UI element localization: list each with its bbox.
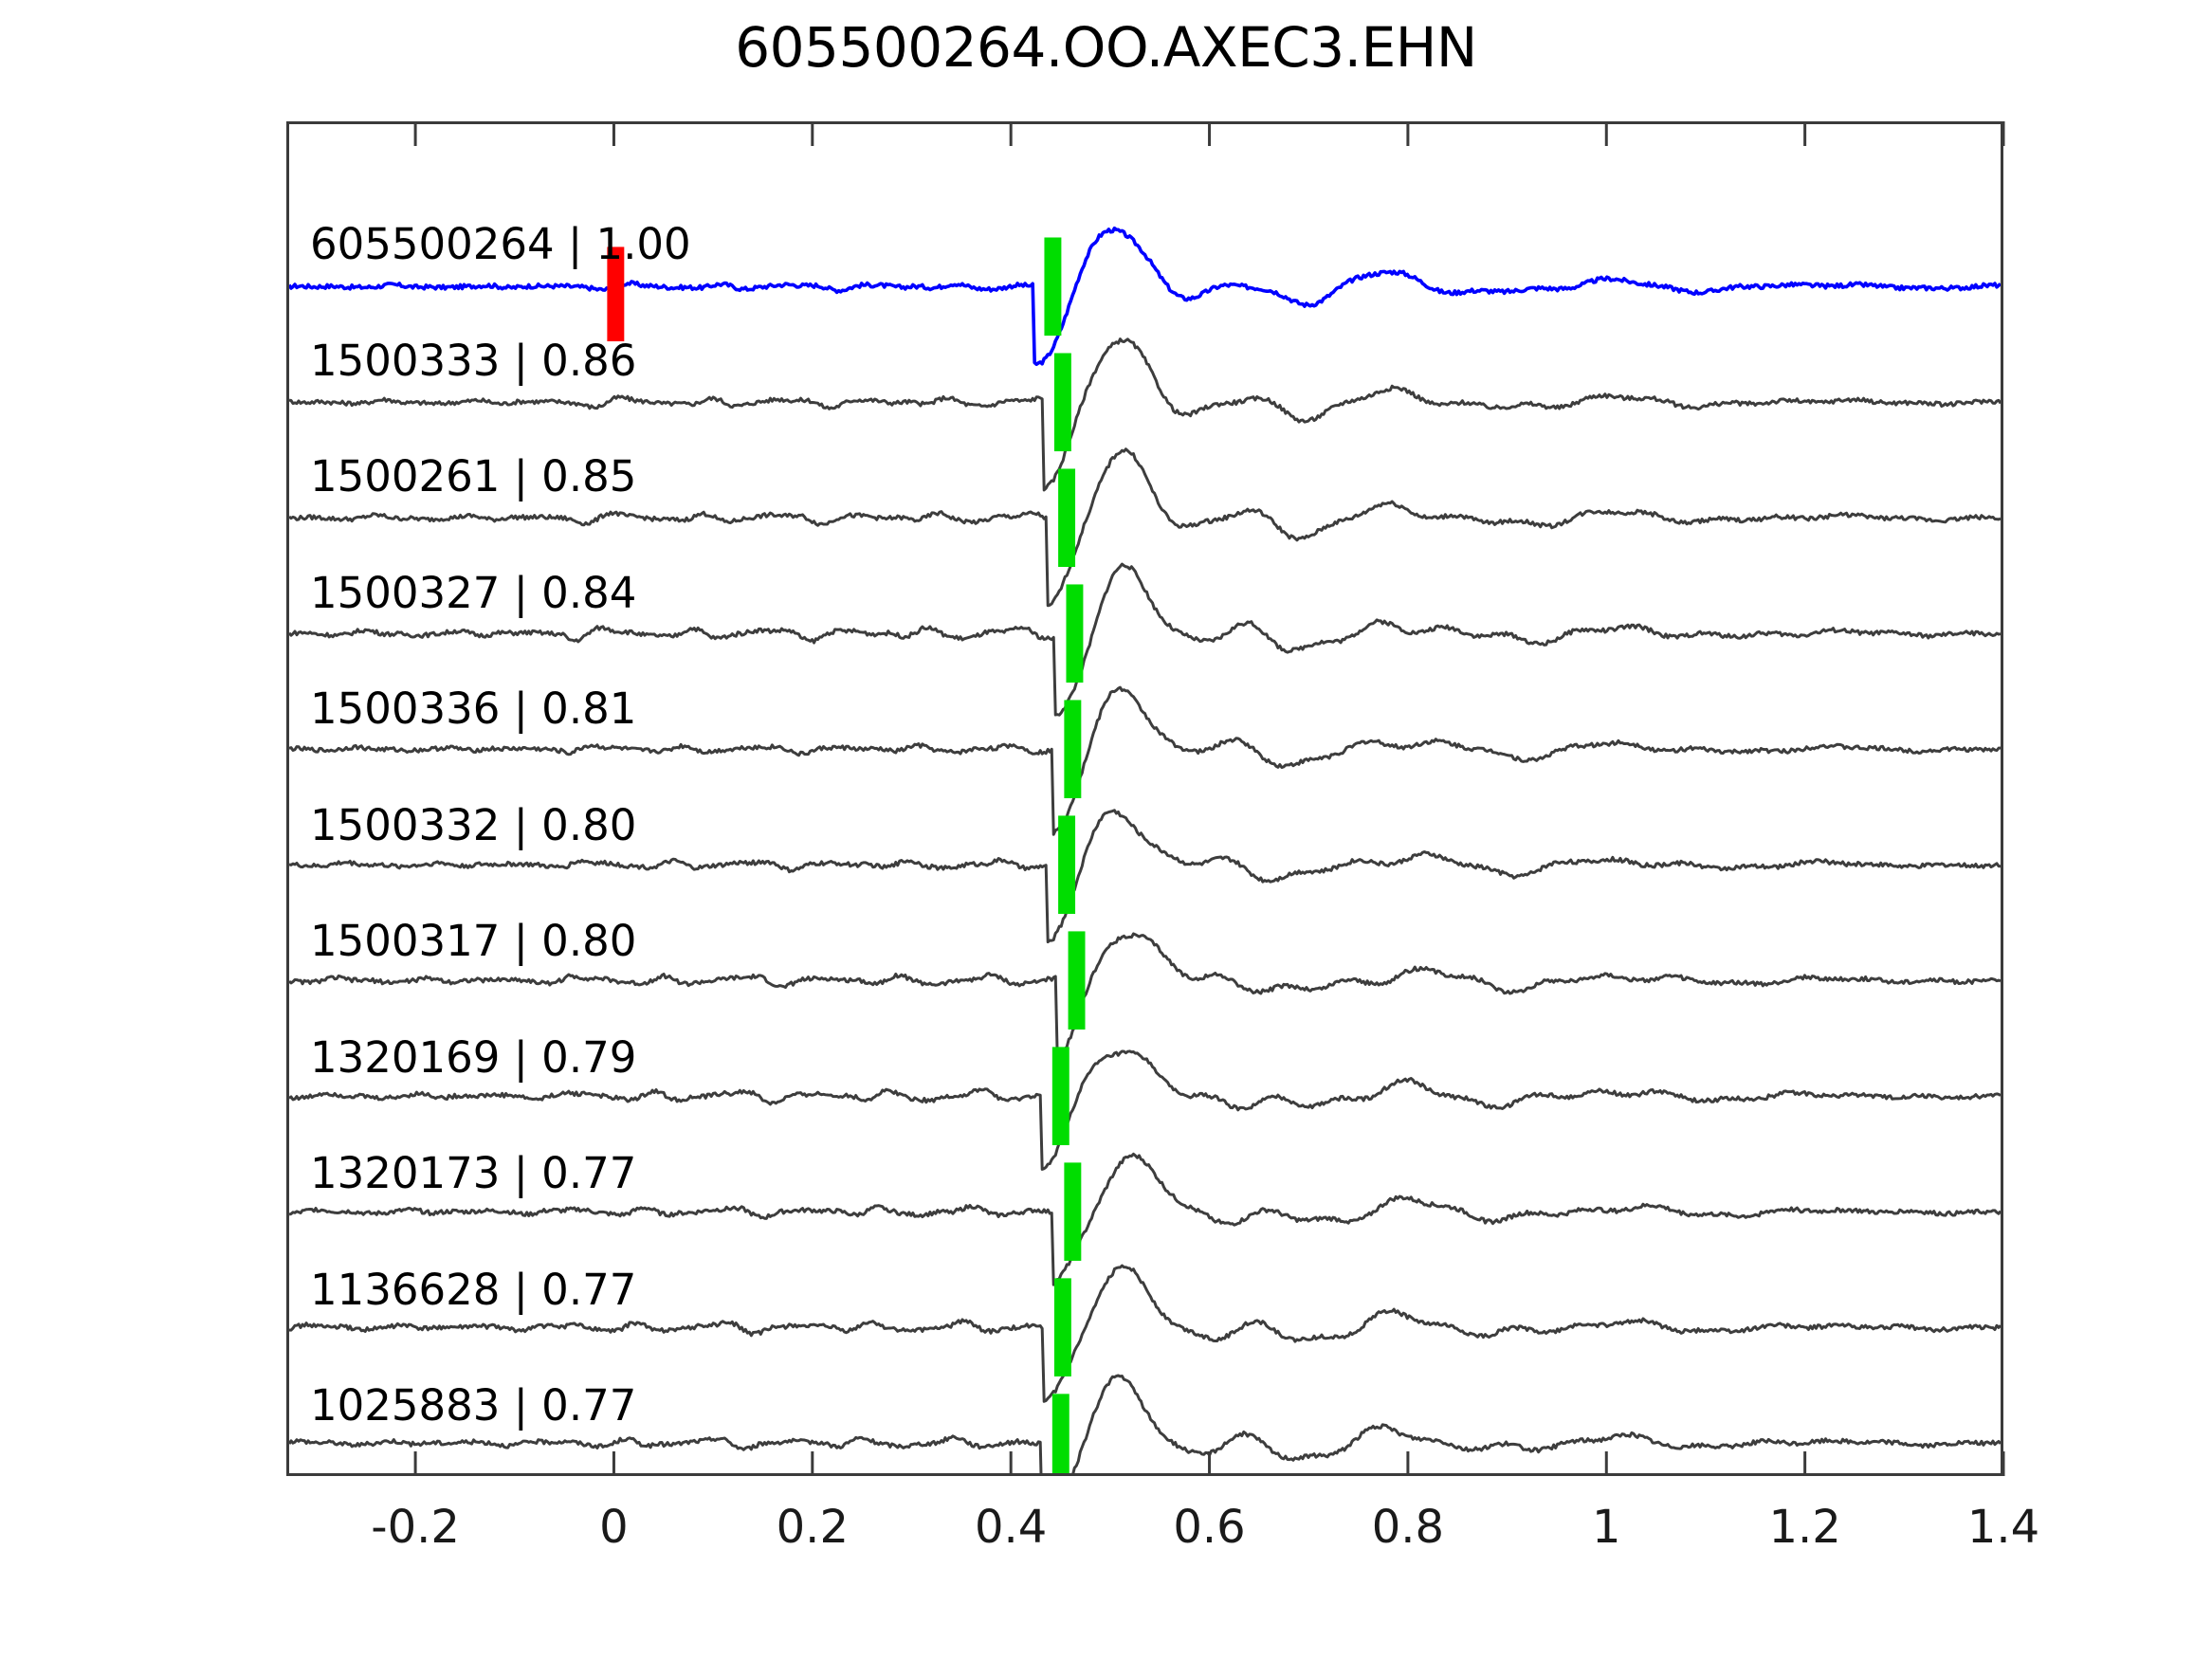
trace-label: 1136628 | 0.77 [310,1264,637,1315]
pick-marker [1053,353,1071,452]
x-tick-label: 0 [599,1501,629,1554]
pick-marker [1058,815,1076,914]
pick-marker [1064,700,1082,799]
waveform-trace [289,1374,2001,1473]
waveform-trace [289,1264,2001,1403]
pick-marker [1053,1278,1071,1376]
waveform-trace [289,337,2001,492]
waveform-canvas [289,226,2001,1473]
x-tick-label: 0.2 [776,1501,849,1554]
page-title: 605500264.OO.AXEC3.EHN [735,15,1477,80]
waveform-trace [289,447,2001,608]
trace-label: 605500264 | 1.00 [310,219,691,269]
trace-label: 1500261 | 0.85 [310,451,637,501]
pick-marker [1058,468,1076,568]
x-tick-label: -0.2 [371,1501,460,1554]
trace-label: 1500333 | 0.86 [310,335,637,386]
trace-label: 1500327 | 0.84 [310,567,637,618]
pick-marker [1066,584,1084,684]
trace-label: 1500317 | 0.80 [310,916,637,966]
waveform-trace [289,932,2001,1061]
pick-marker [1068,931,1086,1030]
waveform-trace [289,685,2001,836]
trace-label: 1320169 | 0.79 [310,1031,637,1083]
trace-label: 1500336 | 0.81 [310,684,637,734]
pick-marker [1044,237,1062,337]
origin-marker [607,246,625,342]
plot-axes: 605500264 | 1.00 1500333 | 0.86 1500261 | … [286,121,2003,1476]
trace-label: 1025883 | 0.77 [310,1380,637,1431]
x-tick-label: 1.4 [1966,1501,2040,1554]
pick-marker [1051,1394,1069,1473]
x-tick-label: 0.8 [1371,1501,1445,1554]
pick-marker [1064,1162,1082,1261]
x-tick-label: 0.6 [1173,1501,1246,1554]
trace-label: 1500332 | 0.80 [310,799,637,850]
x-tick-label: 0.4 [975,1501,1048,1554]
waveform-trace [289,809,2001,944]
x-tick-label: 1 [1591,1501,1621,1554]
waveform-trace [289,1152,2001,1286]
x-tick-label: 1.2 [1768,1501,1841,1554]
waveform-trace [289,562,2001,717]
waveform-trace [289,1049,2001,1171]
waveform-trace [289,226,2001,367]
trace-label: 1320173 | 0.77 [310,1148,637,1198]
pick-marker [1051,1047,1069,1145]
